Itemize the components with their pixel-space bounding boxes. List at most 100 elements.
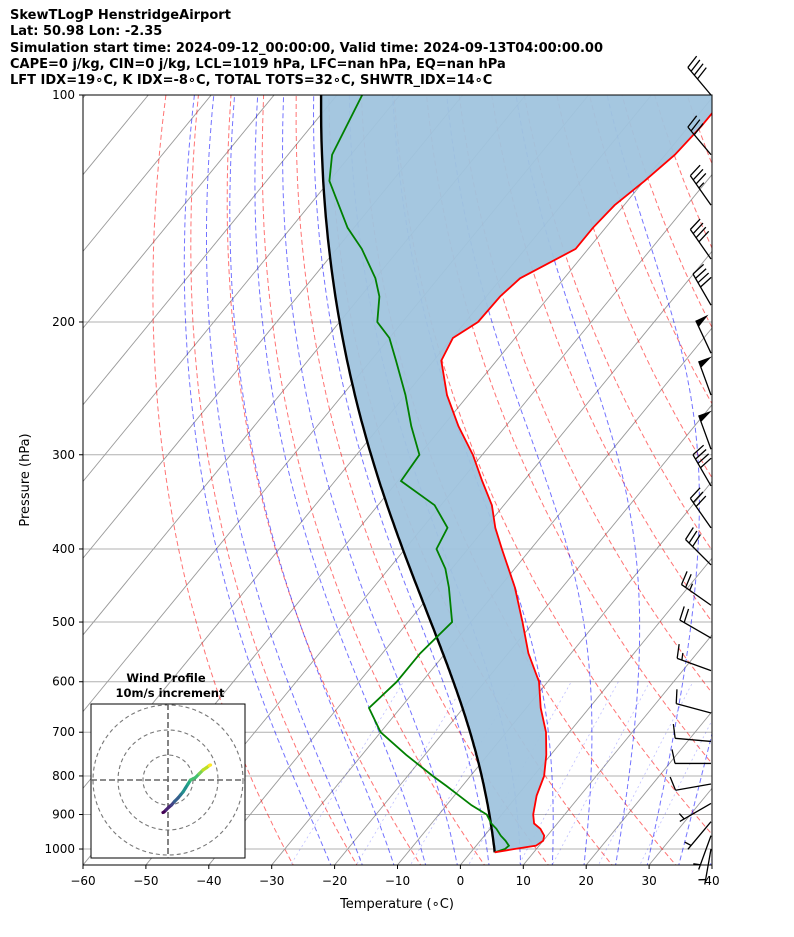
barb-flag [695, 495, 707, 507]
barb-flag [695, 268, 707, 279]
barb-flag [679, 606, 685, 621]
wind-barb [679, 606, 712, 639]
wind-barb [698, 356, 712, 396]
isotherm-line [711, 864, 712, 865]
moist-adiabat-line [312, 95, 490, 865]
barb-staff [698, 415, 712, 450]
moist-adiabat-line [606, 95, 700, 865]
y-tick-label: 900 [52, 808, 75, 822]
barb-flag [692, 168, 704, 181]
barb-staff [687, 126, 712, 156]
dry-adiabat-line [720, 95, 794, 868]
isotherm-line [334, 404, 712, 865]
barb-flag [695, 172, 707, 185]
mixing-ratio-line [355, 681, 467, 865]
moist-adiabat-line [183, 95, 332, 865]
barb-flag [683, 608, 690, 623]
isotherm-line [83, 95, 275, 329]
barb-half-flag [689, 583, 694, 591]
chart-title: SkewTLogP HenstridgeAirport [10, 8, 231, 23]
wind-barb [675, 689, 712, 714]
barb-flag [692, 534, 701, 547]
barb-flag [695, 226, 707, 239]
x-tick-label: −60 [70, 874, 95, 888]
dry-adiabat-line [588, 95, 712, 405]
wind-barb [669, 776, 712, 791]
barb-staff [687, 821, 712, 850]
isotherm-line [648, 787, 712, 865]
barb-flag [685, 574, 692, 588]
barb-staff [698, 361, 712, 396]
barb-staff [687, 67, 712, 96]
x-tick-label: 30 [641, 874, 656, 888]
y-tick-label: 500 [52, 615, 75, 629]
wind-barb [692, 263, 712, 306]
isotherm-line [83, 95, 212, 253]
isotherm-line [271, 327, 712, 865]
axis-layer: −60 −50 −40 −30 −20 −10 0 10 20 30 40 100 200 300 400 5… [44, 88, 719, 888]
barb-staff [676, 657, 712, 672]
wind-barb [684, 527, 712, 566]
dry-adiabat-line [226, 95, 422, 865]
barb-flag [693, 123, 704, 136]
location-line: Lat: 50.98 Lon: -2.35 [10, 24, 163, 40]
barb-staff [698, 835, 712, 870]
x-tick-label: −10 [385, 874, 410, 888]
moist-adiabat-line [206, 95, 363, 865]
moist-adiabat-line [515, 95, 641, 865]
wind-barb [689, 218, 712, 260]
isotherm-line [83, 95, 401, 483]
mixing-ratio-line [597, 681, 694, 865]
parcel-profile-line [319, 95, 496, 853]
barb-flag [688, 530, 698, 544]
hodograph-subtitle: 10m/s increment [116, 686, 225, 700]
x-tick-label: −50 [133, 874, 158, 888]
barb-flag [693, 63, 704, 76]
barb-flag [672, 724, 676, 739]
hodograph-plot [91, 704, 245, 858]
barb-flag [690, 119, 701, 132]
barb-staff [685, 539, 712, 566]
wind-barb [684, 821, 712, 850]
dry-adiabat-line [785, 95, 794, 868]
wind-barbs [669, 55, 712, 885]
x-axis-title: Temperature (∘C) [339, 897, 454, 912]
dry-adiabat-line [654, 95, 712, 250]
barb-staff [689, 497, 712, 529]
dewpoint-line [328, 95, 511, 854]
moist-adiabat-line [709, 857, 712, 865]
mixing-ratio-line [551, 681, 651, 865]
barb-staff [675, 737, 712, 743]
barb-pennant [698, 410, 712, 423]
indices-line-1: CAPE=0 j/kg, CIN=0 j/kg, LCL=1019 hPa, L… [10, 56, 506, 72]
temperature-line [440, 111, 712, 854]
barb-flag [675, 689, 678, 704]
barb-flag [690, 59, 701, 72]
barb-staff [704, 848, 712, 885]
isotherm-line [83, 95, 86, 99]
y-tick-label: 400 [52, 542, 75, 556]
moist-adiabat-line [254, 95, 427, 865]
barb-pennant [698, 356, 712, 368]
data-layer [319, 95, 712, 854]
barb-flag [676, 644, 680, 659]
y-tick-label: 300 [52, 448, 75, 462]
y-tick-label: 600 [52, 675, 75, 689]
wind-barb [689, 164, 712, 206]
barb-flag [700, 276, 712, 288]
barb-flag [684, 527, 694, 540]
dry-adiabat-line [752, 95, 794, 868]
indices-line-2: LFT IDX=19∘C, K IDX=-8∘C, TOTAL TOTS=32∘… [10, 73, 493, 89]
wind-barb [693, 835, 712, 870]
barb-flag [692, 222, 704, 235]
barb-half-flag [678, 813, 685, 820]
y-tick-label: 1000 [44, 842, 75, 856]
dry-adiabat-line [261, 95, 486, 865]
x-tick-label: −20 [322, 874, 347, 888]
wind-barb [695, 314, 712, 354]
barb-flag [687, 55, 698, 68]
barb-staff [692, 273, 712, 306]
barb-half-flag [698, 182, 705, 189]
barb-flag [692, 444, 705, 456]
